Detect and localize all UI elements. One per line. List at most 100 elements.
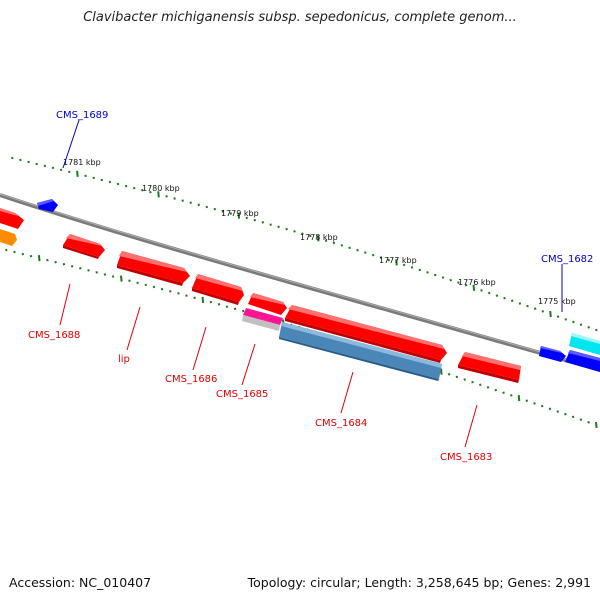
gene-cms-1683[interactable] [458,352,521,383]
minor-tick [169,290,172,293]
outer-tick-ring [11,156,598,332]
minor-tick [197,203,201,207]
minor-tick [356,248,359,252]
minor-tick [241,309,245,313]
gene-cms-1689[interactable] [37,199,58,212]
minor-tick [371,253,375,257]
minor-tick [21,252,25,256]
gene-label-cms-1684[interactable]: CMS_1684 [315,418,367,429]
minor-tick [293,230,296,233]
leader-cms-1688 [59,283,71,326]
minor-tick [526,304,529,308]
minor-tick [463,378,466,381]
minor-tick [124,184,128,188]
gene-cms-1685-magenta[interactable] [242,308,283,331]
minor-tick [464,283,468,287]
gene-label-cms-1688[interactable]: CMS_1688 [28,330,80,341]
minor-tick [324,239,328,242]
minor-tick [418,268,422,272]
minor-tick [471,380,474,384]
gene-cms-1684[interactable] [279,322,442,381]
major-tick [120,275,123,282]
minor-tick [35,162,38,166]
minor-tick [285,227,288,231]
gene-label-cms-1686[interactable]: CMS_1686 [165,374,217,385]
minor-tick [245,216,249,220]
minor-tick [136,281,139,285]
genome-backbone-highlight [0,193,600,370]
minor-tick [564,318,567,321]
minor-tick [173,197,176,200]
minor-tick [217,303,221,306]
minor-tick [309,234,312,238]
minor-tick [132,186,136,190]
minor-tick [486,386,490,389]
gene-cms-1686[interactable] [192,274,244,305]
kbp-label-1776: 1776 kbp [458,278,496,287]
gene-label-cms-1682[interactable]: CMS_1682 [541,254,593,265]
major-tick [472,284,476,291]
gene-left-orange[interactable] [0,229,17,246]
major-tick [440,368,443,375]
leader-cms-1686 [192,326,207,371]
minor-tick [340,244,344,247]
minor-tick [62,262,66,266]
minor-tick [587,421,590,424]
minor-tick [152,285,156,289]
minor-tick [494,388,498,392]
summary-text: Topology: circular; Length: 3,258,645 bp… [247,575,591,590]
gene-cms-1682[interactable] [539,346,566,362]
minor-tick [556,315,560,318]
kbp-label-1778: 1778 kbp [300,233,338,242]
gene-cms-1685-red[interactable] [248,293,287,315]
minor-tick [43,164,47,168]
minor-tick [579,418,583,421]
minor-tick [51,166,55,170]
minor-tick [441,276,445,279]
gene-label-cms-1689[interactable]: CMS_1689 [56,110,108,121]
minor-tick [128,279,131,282]
kbp-label-1777: 1777 kbp [379,256,417,265]
minor-tick [503,296,506,300]
minor-tick [548,407,552,411]
minor-tick [525,399,529,402]
minor-tick [447,373,451,376]
minor-tick [103,273,107,276]
minor-tick [29,254,33,258]
minor-tick [479,383,482,387]
gene-lip[interactable] [117,251,190,286]
minor-tick [165,195,168,198]
gene-label-cms-1685[interactable]: CMS_1685 [216,389,268,400]
minor-tick [480,289,483,292]
gene-cms-1688[interactable] [63,234,105,259]
gene-cyan[interactable] [569,333,600,355]
minor-tick [269,223,272,226]
minor-tick [540,404,544,408]
gene-label-cms-1683[interactable]: CMS_1683 [440,452,492,463]
minor-tick [11,156,14,160]
minor-tick [518,302,522,305]
accession-text: Accession: NC_010407 [9,575,152,590]
minor-tick [213,207,217,211]
minor-tick [54,260,57,264]
major-tick [517,395,521,402]
gene-right-blue-inner[interactable] [565,350,600,372]
minor-tick [348,246,351,250]
gene-cms-1684-red[interactable] [285,305,447,363]
minor-tick [46,258,49,262]
minor-tick [533,307,537,310]
gene-left-red[interactable] [0,208,24,229]
minor-tick [487,291,491,295]
minor-tick [205,205,209,209]
minor-tick [79,267,82,270]
minor-tick [95,271,98,274]
minor-tick [502,391,505,394]
kbp-label-1780: 1780 kbp [142,184,180,193]
gene-label-lip[interactable]: lip [118,354,130,365]
major-tick [76,170,79,177]
kbp-label-1781: 1781 kbp [63,158,101,167]
leader-cms-1684 [340,371,354,414]
minor-tick [410,266,414,269]
major-tick [316,235,320,242]
minor-tick [556,410,559,413]
